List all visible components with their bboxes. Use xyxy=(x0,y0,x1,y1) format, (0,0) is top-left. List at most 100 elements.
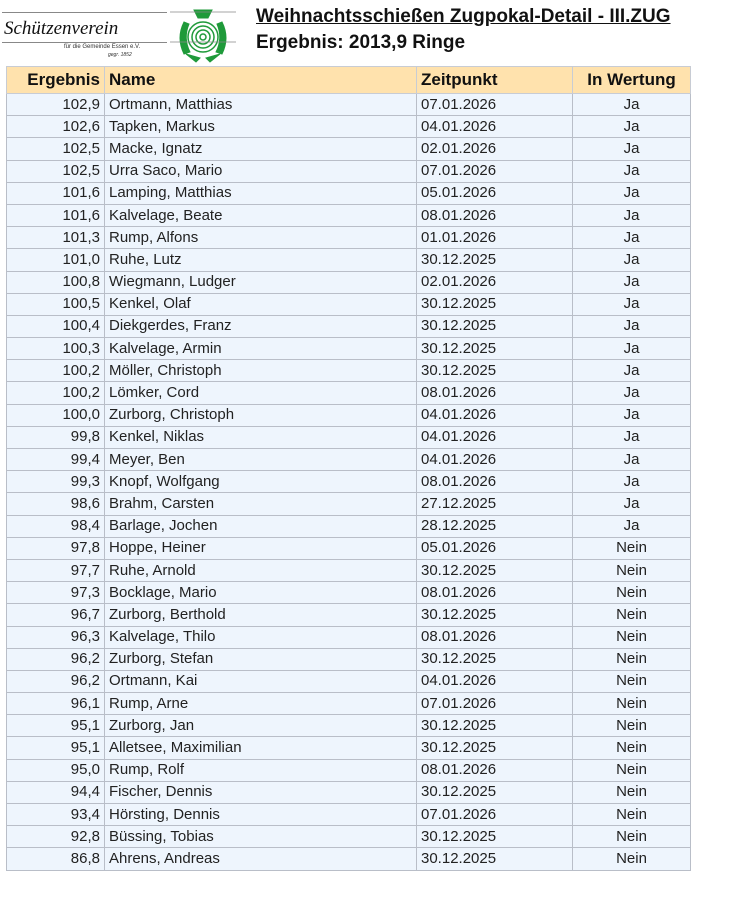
date-cell: 02.01.2026 xyxy=(416,137,573,161)
in-wertung-cell: Nein xyxy=(572,825,691,849)
date-cell: 08.01.2026 xyxy=(416,625,573,649)
result-cell: 101,0 xyxy=(6,248,105,272)
column-header-name[interactable]: Name xyxy=(104,66,417,94)
column-header-ergebnis[interactable]: Ergebnis xyxy=(6,66,105,94)
in-wertung-cell: Ja xyxy=(572,359,691,383)
name-cell: Ruhe, Lutz xyxy=(104,248,417,272)
date-cell: 01.01.2026 xyxy=(416,226,573,250)
date-cell: 30.12.2025 xyxy=(416,292,573,316)
name-cell: Zurborg, Jan xyxy=(104,714,417,738)
table-row: 100,2 Lömker, Cord 08.01.2026 Ja xyxy=(6,381,691,405)
table-row: 95,1 Alletsee, Maximilian 30.12.2025 Nein xyxy=(6,736,691,760)
result-cell: 100,4 xyxy=(6,314,105,339)
in-wertung-cell: Nein xyxy=(572,758,691,782)
name-cell: Kalvelage, Armin xyxy=(104,337,417,361)
result-cell: 95,1 xyxy=(6,736,105,760)
name-cell: Lömker, Cord xyxy=(104,381,417,405)
date-cell: 04.01.2026 xyxy=(416,425,573,450)
table-row: 96,3 Kalvelage, Thilo 08.01.2026 Nein xyxy=(6,625,691,649)
date-cell: 30.12.2025 xyxy=(416,603,573,627)
table-row: 102,5 Macke, Ignatz 02.01.2026 Ja xyxy=(6,137,691,161)
date-cell: 07.01.2026 xyxy=(416,159,573,183)
table-row: 102,9 Ortmann, Matthias 07.01.2026 Ja xyxy=(6,92,691,117)
club-logo: Schützenverein für die Gemeinde Essen e.… xyxy=(2,8,238,64)
date-cell: 02.01.2026 xyxy=(416,270,573,294)
result-cell: 98,4 xyxy=(6,514,105,538)
date-cell: 30.12.2025 xyxy=(416,714,573,738)
table-row: 101,3 Rump, Alfons 01.01.2026 Ja xyxy=(6,226,691,250)
table-header: Ergebnis Name Zeitpunkt In Wertung xyxy=(6,66,691,94)
table-row: 97,8 Hoppe, Heiner 05.01.2026 Nein xyxy=(6,536,691,560)
result-cell: 97,7 xyxy=(6,558,105,583)
result-cell: 96,7 xyxy=(6,603,105,627)
date-cell: 04.01.2026 xyxy=(416,115,573,139)
column-header-in-wertung[interactable]: In Wertung xyxy=(572,66,691,94)
in-wertung-cell: Nein xyxy=(572,802,691,827)
table-row: 101,6 Kalvelage, Beate 08.01.2026 Ja xyxy=(6,203,691,228)
table-row: 101,6 Lamping, Matthias 05.01.2026 Ja xyxy=(6,181,691,205)
name-cell: Rump, Rolf xyxy=(104,758,417,782)
name-cell: Barlage, Jochen xyxy=(104,514,417,538)
date-cell: 08.01.2026 xyxy=(416,581,573,605)
name-cell: Fischer, Dennis xyxy=(104,780,417,805)
result-cell: 102,5 xyxy=(6,159,105,183)
result-cell: 96,1 xyxy=(6,692,105,716)
date-cell: 30.12.2025 xyxy=(416,314,573,339)
in-wertung-cell: Nein xyxy=(572,647,691,671)
result-cell: 100,3 xyxy=(6,337,105,361)
name-cell: Kenkel, Niklas xyxy=(104,425,417,450)
result-cell: 99,3 xyxy=(6,470,105,494)
results-table: Ergebnis Name Zeitpunkt In Wertung 102,9… xyxy=(6,66,691,871)
name-cell: Möller, Christoph xyxy=(104,359,417,383)
in-wertung-cell: Ja xyxy=(572,292,691,316)
name-cell: Hoppe, Heiner xyxy=(104,536,417,560)
date-cell: 05.01.2026 xyxy=(416,181,573,205)
result-cell: 97,3 xyxy=(6,581,105,605)
in-wertung-cell: Ja xyxy=(572,159,691,183)
in-wertung-cell: Nein xyxy=(572,625,691,649)
name-cell: Kalvelage, Thilo xyxy=(104,625,417,649)
table-row: 95,0 Rump, Rolf 08.01.2026 Nein xyxy=(6,758,691,782)
in-wertung-cell: Ja xyxy=(572,203,691,228)
table-row: 96,1 Rump, Arne 07.01.2026 Nein xyxy=(6,692,691,716)
date-cell: 30.12.2025 xyxy=(416,647,573,671)
in-wertung-cell: Ja xyxy=(572,226,691,250)
in-wertung-cell: Nein xyxy=(572,603,691,627)
logo-name: Schützenverein xyxy=(4,18,119,39)
table-row: 86,8 Ahrens, Andreas 30.12.2025 Nein xyxy=(6,847,691,871)
table-row: 96,7 Zurborg, Berthold 30.12.2025 Nein xyxy=(6,603,691,627)
in-wertung-cell: Ja xyxy=(572,403,691,427)
name-cell: Alletsee, Maximilian xyxy=(104,736,417,760)
date-cell: 30.12.2025 xyxy=(416,847,573,871)
table-row: 100,2 Möller, Christoph 30.12.2025 Ja xyxy=(6,359,691,383)
date-cell: 30.12.2025 xyxy=(416,825,573,849)
page-title: Weihnachtsschießen Zugpokal-Detail - III… xyxy=(256,6,671,27)
table-row: 100,5 Kenkel, Olaf 30.12.2025 Ja xyxy=(6,292,691,316)
result-cell: 99,4 xyxy=(6,447,105,472)
table-row: 98,4 Barlage, Jochen 28.12.2025 Ja xyxy=(6,514,691,538)
table-row: 99,8 Kenkel, Niklas 04.01.2026 Ja xyxy=(6,425,691,450)
date-cell: 04.01.2026 xyxy=(416,669,573,694)
name-cell: Urra Saco, Mario xyxy=(104,159,417,183)
table-row: 95,1 Zurborg, Jan 30.12.2025 Nein xyxy=(6,714,691,738)
in-wertung-cell: Ja xyxy=(572,115,691,139)
logo-founded: gegr. 1852 xyxy=(108,52,132,58)
date-cell: 28.12.2025 xyxy=(416,514,573,538)
in-wertung-cell: Ja xyxy=(572,492,691,516)
name-cell: Ortmann, Kai xyxy=(104,669,417,694)
column-header-zeitpunkt[interactable]: Zeitpunkt xyxy=(416,66,573,94)
result-cell: 96,3 xyxy=(6,625,105,649)
name-cell: Kenkel, Olaf xyxy=(104,292,417,316)
result-cell: 100,2 xyxy=(6,381,105,405)
result-cell: 102,6 xyxy=(6,115,105,139)
in-wertung-cell: Ja xyxy=(572,137,691,161)
target-emblem-icon xyxy=(170,9,236,63)
table-row: 93,4 Hörsting, Dennis 07.01.2026 Nein xyxy=(6,802,691,827)
in-wertung-cell: Nein xyxy=(572,847,691,871)
logo-divider xyxy=(2,42,167,43)
name-cell: Rump, Arne xyxy=(104,692,417,716)
name-cell: Tapken, Markus xyxy=(104,115,417,139)
in-wertung-cell: Ja xyxy=(572,470,691,494)
result-cell: 101,6 xyxy=(6,203,105,228)
result-cell: 100,5 xyxy=(6,292,105,316)
